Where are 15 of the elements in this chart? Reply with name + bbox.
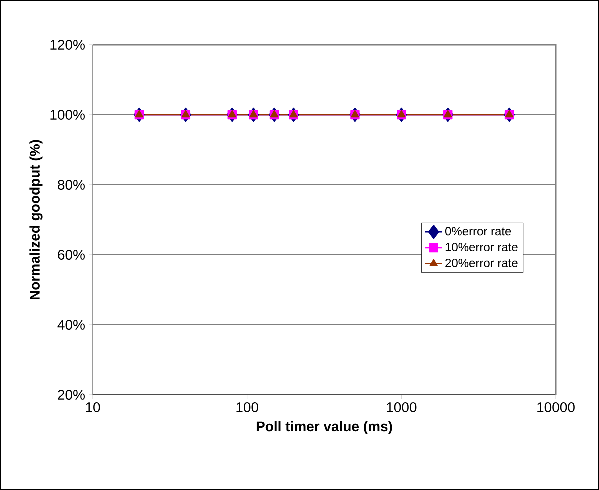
- x-tick-label: 100: [236, 402, 258, 412]
- x-tick-label: 10000: [538, 402, 575, 412]
- x-tick-label: 10: [86, 402, 100, 412]
- legend-label: 10%error rate: [446, 243, 518, 252]
- y-tick-label: 80%: [58, 180, 85, 190]
- legend-label: 20%error rate: [446, 258, 518, 268]
- x-tick-label: 1000: [387, 402, 417, 412]
- y-tick-label: 60%: [58, 250, 85, 260]
- y-tick-label: 20%: [58, 390, 85, 400]
- legend-label: 0%error rate: [445, 227, 512, 236]
- x-axis-title: Poll timer value (ms): [256, 421, 392, 434]
- y-tick-label: 40%: [58, 320, 85, 330]
- y-tick-label: 100%: [50, 110, 85, 120]
- y-axis-title: Normalized goodput (%): [30, 140, 43, 300]
- y-tick-label: 120%: [50, 40, 85, 50]
